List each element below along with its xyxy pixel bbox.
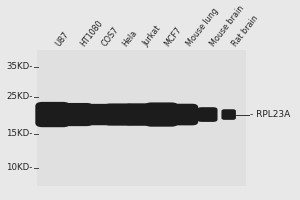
- Text: 25KD-: 25KD-: [6, 92, 33, 101]
- FancyBboxPatch shape: [125, 103, 155, 126]
- Text: COS7: COS7: [100, 25, 120, 48]
- Text: MCF7: MCF7: [163, 25, 184, 48]
- FancyBboxPatch shape: [84, 104, 112, 125]
- Text: HT1080: HT1080: [78, 18, 104, 48]
- FancyBboxPatch shape: [37, 50, 246, 186]
- Text: - RPL23A: - RPL23A: [250, 110, 290, 119]
- Text: Mouse brain: Mouse brain: [209, 4, 246, 48]
- Text: 35KD-: 35KD-: [6, 62, 33, 71]
- Text: Hela: Hela: [120, 28, 139, 48]
- FancyBboxPatch shape: [35, 102, 70, 127]
- Text: Jurkat: Jurkat: [141, 24, 163, 48]
- FancyBboxPatch shape: [60, 103, 93, 126]
- FancyBboxPatch shape: [145, 102, 178, 127]
- FancyBboxPatch shape: [168, 104, 198, 125]
- Text: Rat brain: Rat brain: [230, 14, 260, 48]
- Text: 10KD-: 10KD-: [6, 163, 33, 172]
- FancyBboxPatch shape: [197, 107, 218, 122]
- Text: 15KD-: 15KD-: [6, 129, 33, 138]
- FancyBboxPatch shape: [221, 109, 236, 120]
- Text: Mouse lung: Mouse lung: [185, 6, 220, 48]
- Text: U87: U87: [54, 30, 71, 48]
- FancyBboxPatch shape: [104, 103, 133, 126]
